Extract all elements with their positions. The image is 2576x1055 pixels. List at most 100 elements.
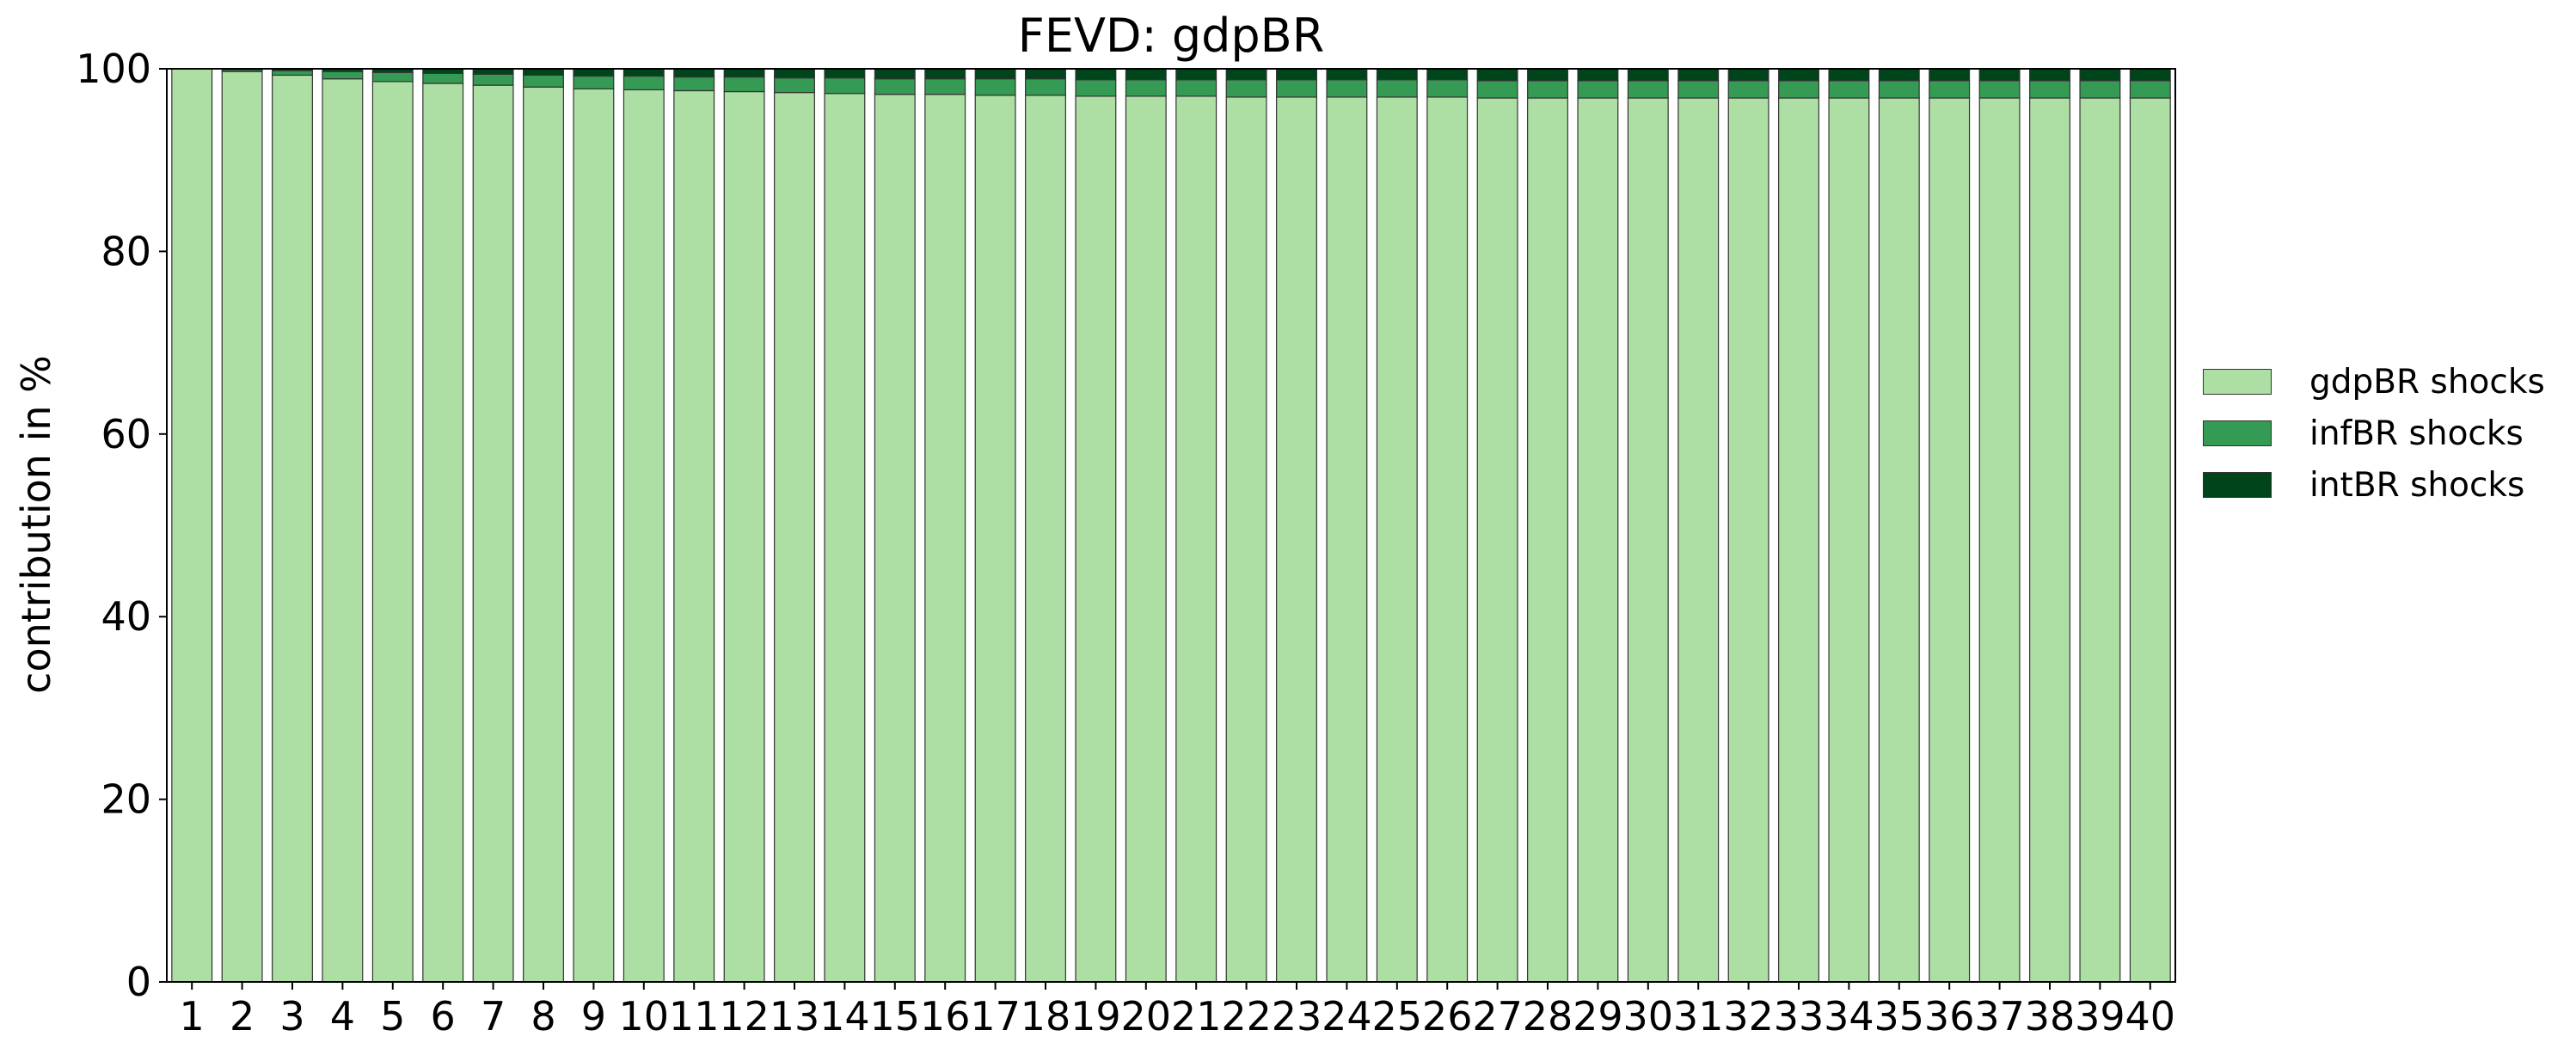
bar-intbr-39 <box>2079 68 2121 82</box>
bar-gdpbr-14 <box>824 93 866 983</box>
bar-infbr-4 <box>322 71 364 80</box>
bar-gdpbr-24 <box>1326 96 1368 983</box>
bar-infbr-15 <box>874 78 916 95</box>
x-tick-label-37: 37 <box>1974 993 2025 1040</box>
bar-intbr-37 <box>1978 68 2021 82</box>
x-tick-label-9: 9 <box>581 993 606 1040</box>
y-tick-label-80: 80 <box>101 228 151 274</box>
bar-intbr-20 <box>1125 68 1167 81</box>
x-tick-label-36: 36 <box>1924 993 1975 1040</box>
bar-infbr-35 <box>1878 80 1920 99</box>
x-tick-label-5: 5 <box>380 993 405 1040</box>
x-tick-label-18: 18 <box>1021 993 1071 1040</box>
x-tick-label-8: 8 <box>531 993 555 1040</box>
x-tick-label-29: 29 <box>1573 993 1623 1040</box>
bar-intbr-14 <box>824 68 866 79</box>
bar-intbr-16 <box>924 68 966 80</box>
bar-infbr-26 <box>1426 79 1469 98</box>
chart-title: FEVD: gdpBR <box>1018 9 1324 63</box>
bar-intbr-27 <box>1476 68 1518 82</box>
bar-intbr-33 <box>1778 68 1819 82</box>
bar-infbr-38 <box>2029 80 2070 99</box>
x-tick-label-7: 7 <box>481 993 506 1040</box>
bar-infbr-34 <box>1828 80 1870 99</box>
bar-intbr-32 <box>1727 68 1769 82</box>
bar-gdpbr-10 <box>623 89 665 983</box>
bar-gdpbr-5 <box>371 81 414 983</box>
bar-infbr-33 <box>1778 80 1819 99</box>
x-tick-label-14: 14 <box>819 993 870 1040</box>
bar-gdpbr-16 <box>924 94 966 983</box>
bar-intbr-21 <box>1175 68 1217 81</box>
bar-infbr-40 <box>2129 80 2171 99</box>
bar-infbr-37 <box>1978 80 2021 99</box>
bar-infbr-36 <box>1929 80 1971 99</box>
bar-intbr-38 <box>2029 68 2070 82</box>
bar-intbr-15 <box>874 68 916 80</box>
bar-infbr-25 <box>1376 79 1418 98</box>
x-tick-label-23: 23 <box>1272 993 1322 1040</box>
bar-gdpbr-13 <box>774 92 815 983</box>
bar-gdpbr-31 <box>1677 97 1720 983</box>
legend-swatch-gdpbr-shocks <box>2203 369 2272 395</box>
bar-intbr-35 <box>1878 68 1920 82</box>
x-tick-label-20: 20 <box>1121 993 1172 1040</box>
bar-gdpbr-9 <box>573 88 615 983</box>
x-tick-label-39: 39 <box>2075 993 2125 1040</box>
bar-gdpbr-15 <box>874 94 916 983</box>
bar-gdpbr-25 <box>1376 96 1418 983</box>
bar-gdpbr-26 <box>1426 96 1469 983</box>
bar-infbr-6 <box>422 72 464 84</box>
legend-swatch-intbr-shocks <box>2203 472 2272 498</box>
bar-infbr-9 <box>573 75 615 89</box>
x-tick-label-24: 24 <box>1322 993 1372 1040</box>
bar-intbr-12 <box>723 68 765 78</box>
bar-infbr-19 <box>1075 79 1117 97</box>
bar-gdpbr-23 <box>1276 96 1317 983</box>
bar-gdpbr-27 <box>1476 97 1518 983</box>
bar-infbr-11 <box>673 76 715 92</box>
bar-gdpbr-36 <box>1929 97 1971 983</box>
y-tick-label-100: 100 <box>76 46 151 92</box>
bar-gdpbr-38 <box>2029 97 2070 983</box>
bar-infbr-27 <box>1476 80 1518 99</box>
bar-intbr-23 <box>1276 68 1317 81</box>
bar-infbr-39 <box>2079 80 2121 99</box>
bar-gdpbr-33 <box>1778 97 1819 983</box>
bar-gdpbr-6 <box>422 83 464 983</box>
bar-gdpbr-12 <box>723 90 765 983</box>
bar-intbr-9 <box>573 68 615 77</box>
bar-intbr-8 <box>523 68 564 77</box>
bar-gdpbr-22 <box>1225 96 1267 983</box>
bar-gdpbr-18 <box>1025 95 1066 983</box>
bar-infbr-28 <box>1527 80 1568 99</box>
bar-intbr-36 <box>1929 68 1971 82</box>
x-tick-label-3: 3 <box>279 993 304 1040</box>
bar-infbr-24 <box>1326 79 1368 98</box>
x-tick-label-35: 35 <box>1874 993 1925 1040</box>
legend: gdpBR shocks infBR shocks intBR shocks <box>2203 356 2545 511</box>
bar-intbr-26 <box>1426 68 1469 81</box>
bar-gdpbr-28 <box>1527 97 1568 983</box>
y-tick-label-0: 0 <box>126 959 151 1005</box>
y-axis: 0 20 40 60 80 100 <box>76 46 167 1005</box>
y-tick-label-60: 60 <box>101 411 151 457</box>
bar-infbr-18 <box>1025 78 1066 96</box>
bar-intbr-17 <box>974 68 1016 80</box>
bar-infbr-22 <box>1225 79 1267 98</box>
bar-infbr-20 <box>1125 79 1167 97</box>
bar-infbr-29 <box>1577 80 1619 99</box>
x-tick-label-19: 19 <box>1070 993 1121 1040</box>
bar-infbr-3 <box>272 70 313 77</box>
bar-infbr-14 <box>824 77 866 95</box>
x-tick-label-38: 38 <box>2025 993 2076 1040</box>
x-tick-label-26: 26 <box>1422 993 1473 1040</box>
bar-gdpbr-8 <box>523 86 564 983</box>
bar-intbr-25 <box>1376 68 1418 81</box>
bar-infbr-17 <box>974 78 1016 96</box>
bar-intbr-30 <box>1627 68 1669 82</box>
bar-gdpbr-17 <box>974 95 1016 983</box>
bar-gdpbr-19 <box>1075 95 1117 983</box>
bar-intbr-28 <box>1527 68 1568 82</box>
